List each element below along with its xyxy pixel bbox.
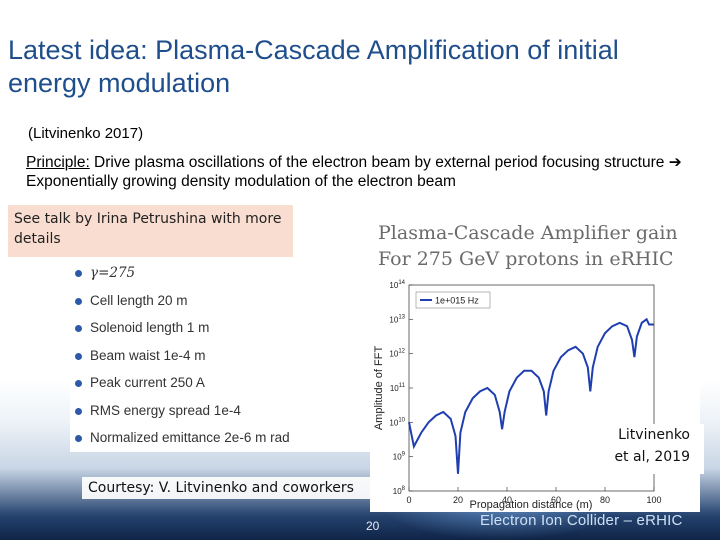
callout-box: See talk by Irina Petrushina with more d… — [8, 205, 293, 257]
x-tick-label: 80 — [600, 495, 610, 505]
param-energy-spread: RMS energy spread 1e-4 — [90, 402, 241, 418]
y-tick-label: 1012 — [389, 349, 405, 359]
legend: 1e+015 Hz — [415, 291, 491, 309]
param-solenoid-length: Solenoid length 1 m — [90, 320, 210, 335]
x-tick-label: 60 — [551, 495, 561, 505]
page-number: 20 — [366, 519, 380, 533]
parameter-list-panel: γ=275 Cell length 20 m Solenoid length 1… — [70, 262, 370, 452]
x-tick-label: 40 — [502, 495, 512, 505]
credit-line-2: et al, 2019 — [614, 449, 690, 465]
list-item: γ=275 — [70, 262, 370, 290]
y-tick-label: 1010 — [389, 417, 405, 427]
legend-label: 1e+015 Hz — [435, 296, 479, 306]
param-emittance: Normalized emittance 2e-6 m rad — [90, 430, 290, 445]
citation: (Litvinenko 2017) — [28, 125, 144, 142]
principle-paragraph: Principle: Drive plasma oscillations of … — [26, 153, 706, 191]
figure-title-line1: Plasma-Cascade Amplifier gain — [378, 222, 678, 244]
param-gamma: γ=275 — [90, 265, 136, 281]
principle-text: Drive plasma oscillations of the electro… — [89, 154, 669, 171]
slide-title: Latest idea: Plasma-Cascade Amplificatio… — [8, 35, 619, 98]
parameter-list: γ=275 Cell length 20 m Solenoid length 1… — [70, 262, 370, 455]
x-tick-label: 100 — [646, 495, 661, 505]
list-item: Peak current 250 A — [70, 372, 370, 400]
x-tick-label: 0 — [406, 495, 411, 505]
y-tick-label: 109 — [393, 452, 406, 462]
x-axis-ticks: 0 20 40 60 80 100 — [406, 487, 662, 505]
param-peak-current: Peak current 250 A — [90, 375, 205, 390]
bullet-icon — [75, 352, 82, 360]
list-item: Normalized emittance 2e-6 m rad — [70, 427, 370, 455]
arrow-icon: ➔ — [668, 154, 682, 171]
courtesy-note: Courtesy: V. Litvinenko and coworkers — [82, 477, 374, 499]
y-tick-label: 108 — [393, 486, 406, 496]
bullet-icon — [75, 407, 82, 415]
bullet-icon — [75, 325, 82, 332]
figure-credit: Litvinenko et al, 2019 — [600, 424, 704, 474]
principle-result: Exponentially growing density modulation… — [26, 173, 456, 190]
list-item: Cell length 20 m — [70, 290, 370, 318]
list-item: RMS energy spread 1e-4 — [70, 400, 370, 428]
y-axis-label: Amplitude of FFT — [373, 346, 385, 431]
bullet-icon — [75, 270, 82, 277]
y-axis-ticks: 108 109 1010 1011 1012 1013 1014 — [389, 280, 413, 496]
footer-brand: Electron Ion Collider – eRHIC — [480, 512, 683, 529]
x-axis-label: Propagation distance (m) — [470, 499, 593, 511]
figure-title: Plasma-Cascade Amplifier gain For 275 Ge… — [378, 220, 678, 272]
y-tick-label: 1011 — [390, 383, 406, 393]
series-line — [408, 317, 654, 474]
figure-title-line2: For 275 GeV protons in eRHIC — [378, 248, 674, 270]
credit-line-1: Litvinenko — [618, 427, 690, 443]
bullet-icon — [75, 297, 82, 305]
y-tick-label: 1014 — [389, 280, 405, 290]
list-item: Solenoid length 1 m — [70, 317, 370, 345]
param-beam-waist: Beam waist 1e-4 m — [90, 347, 206, 363]
list-item: Beam waist 1e-4 m — [70, 345, 370, 373]
x-tick-label: 20 — [453, 495, 463, 505]
param-cell-length: Cell length 20 m — [90, 292, 188, 308]
principle-label: Principle: — [26, 154, 90, 171]
legend-box — [415, 291, 491, 309]
y-tick-label: 1013 — [389, 314, 405, 324]
bullet-icon — [75, 380, 82, 387]
bullet-icon — [75, 435, 82, 442]
